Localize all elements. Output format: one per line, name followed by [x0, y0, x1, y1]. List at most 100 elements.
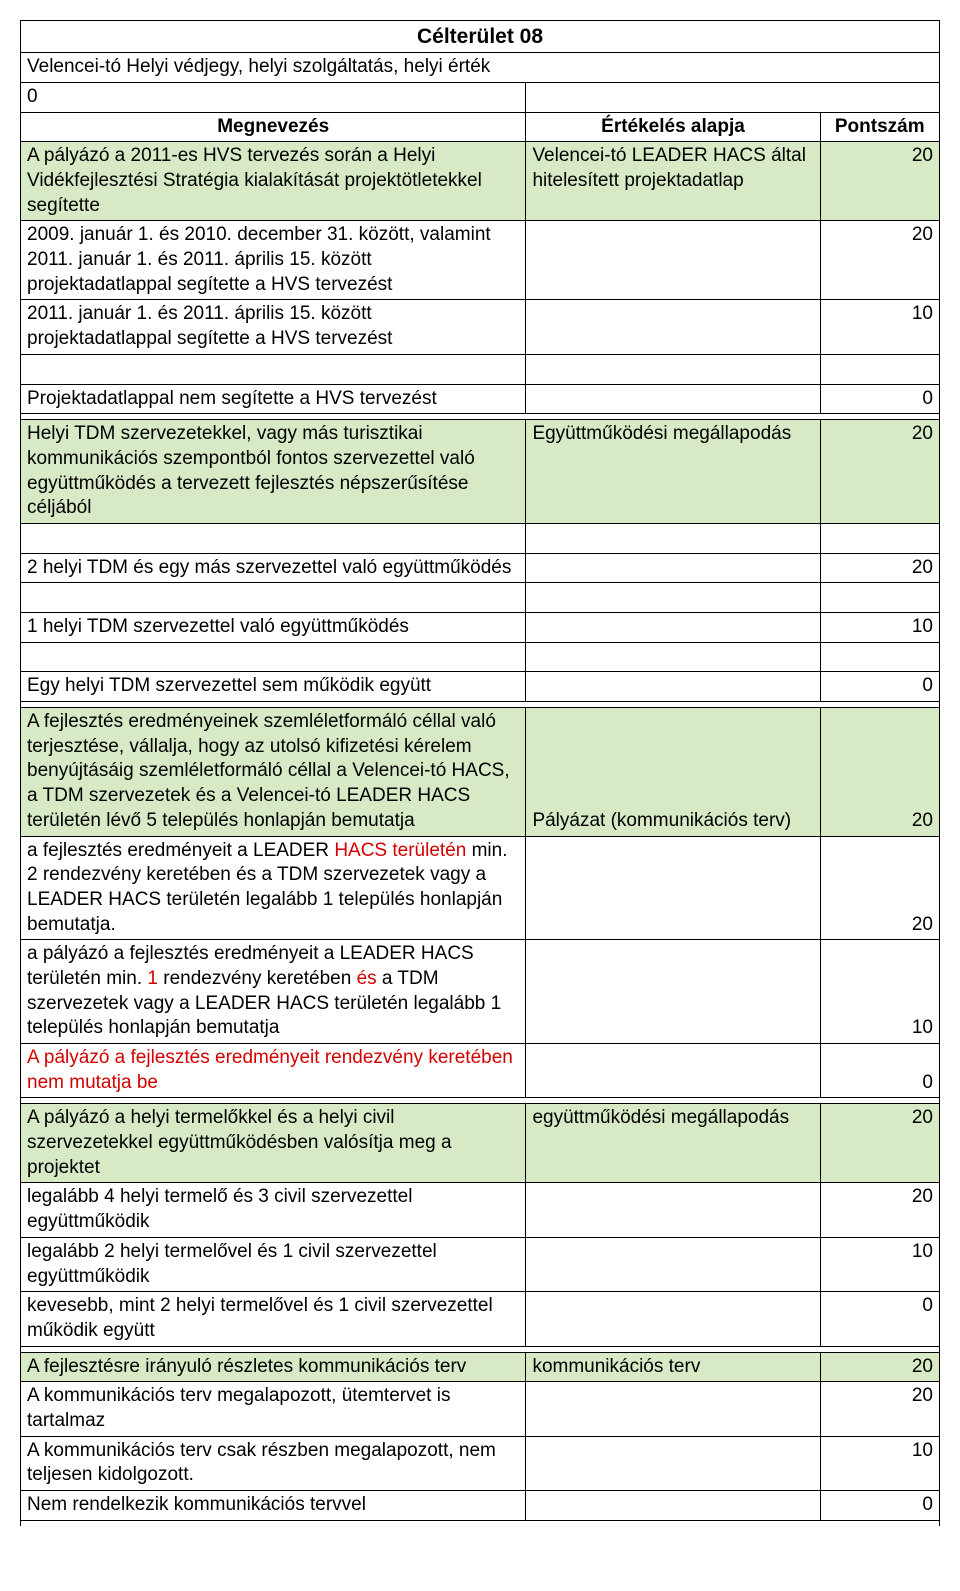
spacer [526, 523, 820, 553]
criterion-basis: Együttműködési megállapodás [526, 420, 820, 524]
criterion-score: 10 [820, 613, 939, 643]
criterion-name: Nem rendelkezik kommunikációs tervvel [21, 1491, 526, 1521]
criterion-score: 20 [820, 1382, 939, 1436]
criterion-score: 10 [820, 940, 939, 1044]
table-row: legalább 2 helyi termelővel és 1 civil s… [21, 1237, 940, 1291]
zero-blank [526, 82, 940, 112]
table-row: a pályázó a fejlesztés eredményeit a LEA… [21, 940, 940, 1044]
criterion-score: 20 [820, 553, 939, 583]
criterion-name: 1 helyi TDM szervezettel való együttműkö… [21, 613, 526, 643]
criterion-name: legalább 4 helyi termelő és 3 civil szer… [21, 1183, 526, 1237]
criterion-name: A kommunikációs terv megalapozott, ütemt… [21, 1382, 526, 1436]
text-pre: a fejlesztés eredményeit a LEADER [27, 840, 334, 861]
table-row: A kommunikációs terv csak részben megala… [21, 1436, 940, 1490]
criterion-score: 10 [820, 300, 939, 354]
zero-cell: 0 [21, 82, 526, 112]
table-row: Projektadatlappal nem segítette a HVS te… [21, 384, 940, 414]
page-title: Célterület 08 [21, 21, 940, 53]
criterion-basis [526, 1491, 820, 1521]
criterion-basis: Velencei-tó LEADER HACS által hitelesíte… [526, 142, 820, 221]
table-row: 2011. január 1. és 2011. április 15. köz… [21, 300, 940, 354]
criterion-score: 20 [820, 1183, 939, 1237]
zero-row: 0 [21, 82, 940, 112]
table-row: 1 helyi TDM szervezettel való együttműkö… [21, 613, 940, 643]
criterion-score: 20 [820, 221, 939, 300]
table-row: 2 helyi TDM és egy más szervezettel való… [21, 553, 940, 583]
criterion-score: 0 [820, 384, 939, 414]
criterion-name: A pályázó a helyi termelőkkel és a helyi… [21, 1104, 526, 1183]
spacer [820, 523, 939, 553]
text-red: HACS területén [334, 840, 466, 861]
criterion-basis: kommunikációs terv [526, 1352, 820, 1382]
spacer [21, 642, 526, 672]
divider [21, 1520, 940, 1526]
table-row: A pályázó a fejlesztés eredményeit rende… [21, 1044, 940, 1098]
table-row: Helyi TDM szervezetekkel, vagy más turis… [21, 420, 940, 524]
criterion-name: A kommunikációs terv csak részben megala… [21, 1436, 526, 1490]
criterion-name: 2009. január 1. és 2010. december 31. kö… [21, 221, 526, 300]
criterion-basis [526, 1382, 820, 1436]
spacer [526, 642, 820, 672]
table-row: A fejlesztés eredményeinek szemléletform… [21, 708, 940, 836]
criterion-basis [526, 836, 820, 940]
criterion-basis: együttműködési megállapodás [526, 1104, 820, 1183]
criterion-name: 2 helyi TDM és egy más szervezettel való… [21, 553, 526, 583]
criterion-name: a fejlesztés eredményeit a LEADER HACS t… [21, 836, 526, 940]
text-red: A pályázó a fejlesztés eredményeit rende… [27, 1047, 513, 1093]
spacer [526, 354, 820, 384]
criterion-score: 0 [820, 1292, 939, 1346]
criterion-name: A fejlesztésre irányuló részletes kommun… [21, 1352, 526, 1382]
spacer-row [21, 583, 940, 613]
criterion-score: 10 [820, 1436, 939, 1490]
table-row: Egy helyi TDM szervezettel sem működik e… [21, 672, 940, 702]
criterion-score: 20 [820, 836, 939, 940]
spacer [820, 642, 939, 672]
table-row: Nem rendelkezik kommunikációs tervvel 0 [21, 1491, 940, 1521]
table-row: a fejlesztés eredményeit a LEADER HACS t… [21, 836, 940, 940]
criterion-basis [526, 384, 820, 414]
criterion-score: 10 [820, 1237, 939, 1291]
criterion-basis [526, 1044, 820, 1098]
header-row: Megnevezés Értékelés alapja Pontszám [21, 112, 940, 142]
table-row: 2009. január 1. és 2010. december 31. kö… [21, 221, 940, 300]
spacer [21, 354, 526, 384]
criterion-score: 20 [820, 1104, 939, 1183]
spacer-row [21, 642, 940, 672]
criterion-name: 2011. január 1. és 2011. április 15. köz… [21, 300, 526, 354]
criterion-name: a pályázó a fejlesztés eredményeit a LEA… [21, 940, 526, 1044]
table-row: A pályázó a 2011-es HVS tervezés során a… [21, 142, 940, 221]
header-score: Pontszám [820, 112, 939, 142]
criterion-score: 0 [820, 1491, 939, 1521]
table-row: A kommunikációs terv megalapozott, ütemt… [21, 1382, 940, 1436]
criterion-name: kevesebb, mint 2 helyi termelővel és 1 c… [21, 1292, 526, 1346]
spacer [21, 583, 526, 613]
criterion-score: 20 [820, 142, 939, 221]
criterion-basis [526, 672, 820, 702]
criterion-score: 0 [820, 672, 939, 702]
criterion-score: 0 [820, 1044, 939, 1098]
criterion-score: 20 [820, 1352, 939, 1382]
criterion-score: 20 [820, 420, 939, 524]
text-red: és [357, 968, 377, 989]
criterion-name: Egy helyi TDM szervezettel sem működik e… [21, 672, 526, 702]
criterion-name: A pályázó a fejlesztés eredményeit rende… [21, 1044, 526, 1098]
table-row: kevesebb, mint 2 helyi termelővel és 1 c… [21, 1292, 940, 1346]
spacer [820, 583, 939, 613]
spacer-row [21, 523, 940, 553]
criterion-name: A fejlesztés eredményeinek szemléletform… [21, 708, 526, 836]
table-row: legalább 4 helyi termelő és 3 civil szer… [21, 1183, 940, 1237]
header-name: Megnevezés [21, 112, 526, 142]
spacer [526, 583, 820, 613]
criterion-basis [526, 940, 820, 1044]
criterion-basis [526, 1183, 820, 1237]
criterion-basis: Pályázat (kommunikációs terv) [526, 708, 820, 836]
header-basis: Értékelés alapja [526, 112, 820, 142]
criterion-basis [526, 1292, 820, 1346]
spacer [820, 354, 939, 384]
table-row: A fejlesztésre irányuló részletes kommun… [21, 1352, 940, 1382]
criterion-name: A pályázó a 2011-es HVS tervezés során a… [21, 142, 526, 221]
spacer-row [21, 354, 940, 384]
text-red: 1 [147, 968, 158, 989]
text-mid: rendezvény keretében [158, 968, 357, 989]
section-divider [21, 1520, 940, 1526]
